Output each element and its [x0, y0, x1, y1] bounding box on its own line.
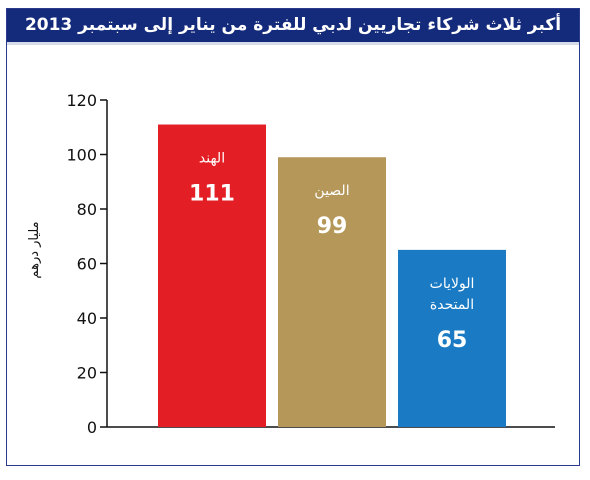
bar-1: [158, 124, 266, 428]
y-tick-label-40: 40: [77, 309, 97, 328]
bar-3-category-label: الولايات: [430, 276, 475, 292]
title-bar: أكبر ثلاث شركاء تجاريين لدبي للفترة من ي…: [7, 9, 579, 45]
bar-3: [398, 249, 506, 427]
y-tick-label-0: 0: [87, 418, 97, 437]
bar-1-value-label: 111: [189, 182, 235, 207]
y-tick-label-60: 60: [77, 255, 97, 274]
y-tick-label-100: 100: [66, 146, 97, 165]
y-tick-label-20: 20: [77, 364, 97, 383]
bar-2-category-label: الصين: [314, 183, 349, 199]
bar-2: [278, 157, 386, 427]
y-tick-label-120: 120: [66, 91, 97, 110]
bar-3-category-label: المتحدة: [430, 297, 474, 313]
bar-2-value-label: 99: [317, 214, 348, 239]
bar-3-value-label: 65: [437, 328, 468, 353]
chart-title: أكبر ثلاث شركاء تجاريين لدبي للفترة من ي…: [24, 15, 562, 35]
y-axis-title: مليار درهم: [27, 221, 42, 278]
y-tick-label-80: 80: [77, 200, 97, 219]
bar-1-category-label: الهند: [199, 151, 225, 167]
